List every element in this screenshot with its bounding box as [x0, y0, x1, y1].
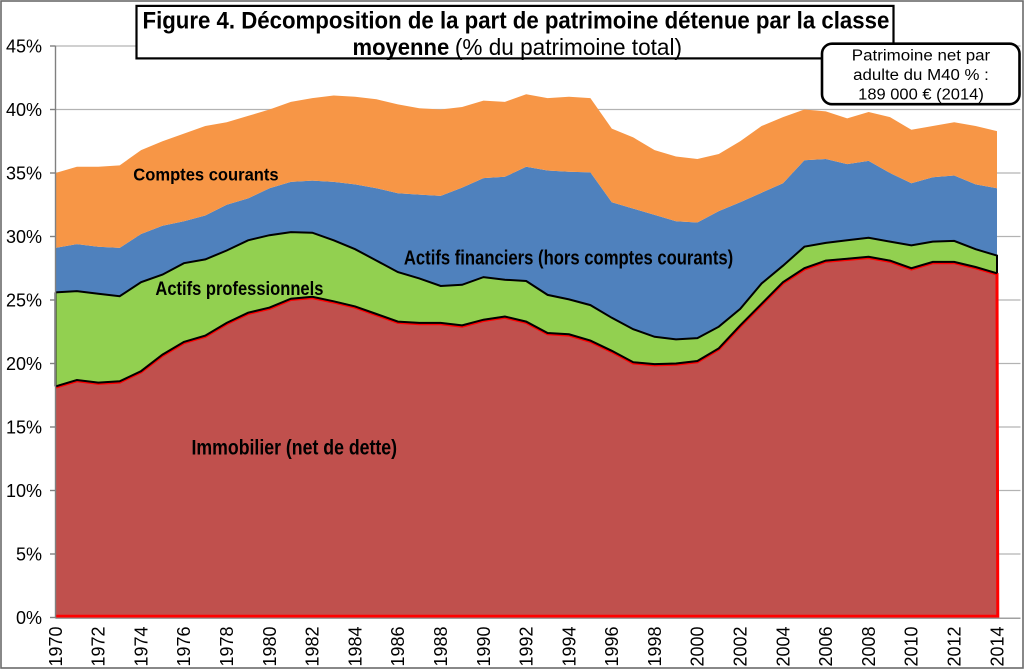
svg-text:2002: 2002 [731, 626, 751, 666]
svg-text:Patrimoine net par: Patrimoine net par [852, 48, 990, 65]
svg-text:35%: 35% [6, 163, 42, 183]
svg-text:adulte du M40 % :: adulte du M40 % : [853, 67, 989, 84]
svg-text:1986: 1986 [388, 626, 408, 666]
svg-text:20%: 20% [6, 354, 42, 374]
svg-text:(% du patrimoine total): (% du patrimoine total) [455, 34, 682, 60]
svg-text:2010: 2010 [902, 626, 922, 666]
svg-text:1974: 1974 [131, 626, 151, 666]
svg-text:25%: 25% [6, 290, 42, 310]
svg-text:1982: 1982 [303, 626, 323, 666]
svg-text:10%: 10% [6, 481, 42, 501]
svg-text:moyenne: moyenne [353, 34, 450, 60]
svg-text:2014: 2014 [987, 626, 1007, 666]
svg-text:1984: 1984 [345, 626, 365, 666]
svg-text:Actifs financiers (hors compte: Actifs financiers (hors comptes courants… [404, 248, 733, 270]
svg-text:2008: 2008 [859, 626, 879, 666]
svg-text:2006: 2006 [816, 626, 836, 666]
svg-text:Actifs professionnels: Actifs professionnels [155, 279, 323, 300]
svg-text:1990: 1990 [474, 626, 494, 666]
svg-text:Immobilier (net de dette): Immobilier (net de dette) [192, 436, 398, 459]
svg-text:1998: 1998 [645, 626, 665, 666]
svg-text:1996: 1996 [602, 626, 622, 666]
svg-text:2004: 2004 [773, 626, 793, 666]
svg-text:Comptes courants: Comptes courants [133, 164, 279, 184]
svg-text:5%: 5% [16, 544, 42, 564]
svg-text:1992: 1992 [517, 626, 537, 666]
svg-text:1972: 1972 [89, 626, 109, 666]
svg-text:45%: 45% [6, 36, 42, 56]
svg-text:15%: 15% [6, 417, 42, 437]
svg-text:2012: 2012 [945, 626, 965, 666]
svg-text:1976: 1976 [174, 626, 194, 666]
svg-text:2000: 2000 [688, 626, 708, 666]
svg-text:1980: 1980 [260, 626, 280, 666]
svg-text:0%: 0% [16, 608, 42, 628]
svg-text:1988: 1988 [431, 626, 451, 666]
svg-text:189 000 € (2014): 189 000 € (2014) [858, 86, 984, 103]
svg-text:1978: 1978 [217, 626, 237, 666]
svg-text:1970: 1970 [46, 626, 66, 666]
svg-text:40%: 40% [6, 100, 42, 120]
svg-text:30%: 30% [6, 227, 42, 247]
svg-text:Figure 4. Décomposition de la: Figure 4. Décomposition de la part de pa… [143, 8, 890, 35]
svg-text:1994: 1994 [559, 626, 579, 666]
